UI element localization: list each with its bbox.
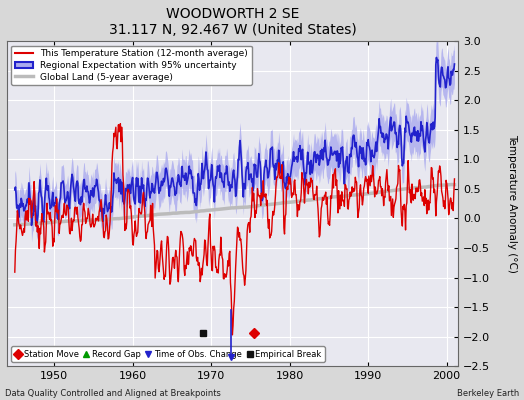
Text: Data Quality Controlled and Aligned at Breakpoints: Data Quality Controlled and Aligned at B… [5, 389, 221, 398]
Title: WOODWORTH 2 SE
31.117 N, 92.467 W (United States): WOODWORTH 2 SE 31.117 N, 92.467 W (Unite… [109, 7, 356, 37]
Y-axis label: Temperature Anomaly (°C): Temperature Anomaly (°C) [507, 134, 517, 273]
Legend: Station Move, Record Gap, Time of Obs. Change, Empirical Break: Station Move, Record Gap, Time of Obs. C… [11, 346, 325, 362]
Text: Berkeley Earth: Berkeley Earth [456, 389, 519, 398]
